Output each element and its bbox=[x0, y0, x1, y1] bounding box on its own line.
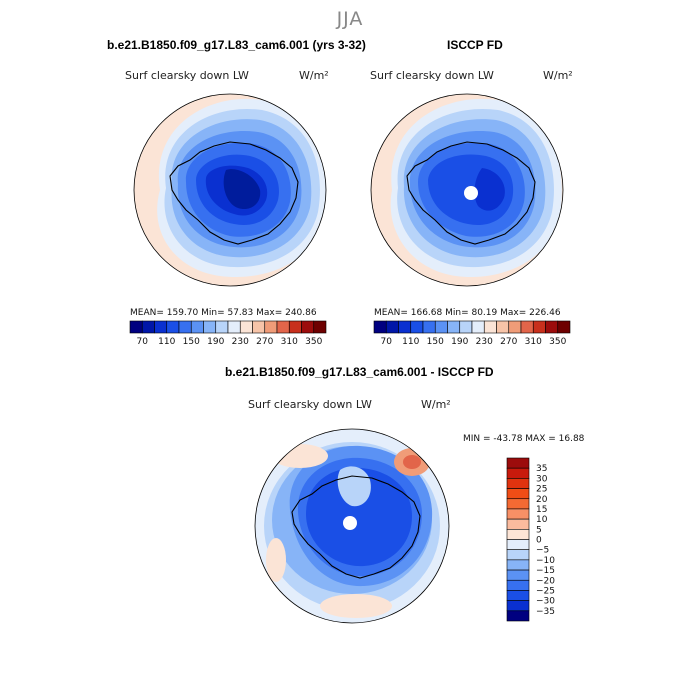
panel3-warm-anomaly-core bbox=[403, 455, 421, 469]
panel2-title: ISCCP FD bbox=[447, 38, 503, 52]
panel3-colorbar-tick-label: 10 bbox=[536, 515, 548, 525]
panel3-title: b.e21.B1850.f09_g17.L83_cam6.001 - ISCCP… bbox=[225, 365, 494, 379]
panel3-stats: MIN = -43.78 MAX = 16.88 bbox=[463, 434, 585, 444]
panel1-map-border bbox=[133, 93, 327, 287]
panel3-colorbar-swatch bbox=[506, 498, 530, 510]
panel3-colorbar-swatch bbox=[506, 600, 530, 612]
panel2-band-7 bbox=[474, 168, 505, 211]
panel2-colorbar-tick-label: 190 bbox=[451, 337, 468, 347]
panel3-colorbar-swatch bbox=[506, 549, 530, 561]
panel2-polar-hole bbox=[464, 186, 478, 200]
panel3-warm-anomaly-s bbox=[320, 594, 392, 618]
panel3-colorbar-swatch bbox=[506, 508, 530, 520]
panel3-colorbar-tick-label: 0 bbox=[536, 536, 542, 546]
panel1-colorbar-tick-label: 350 bbox=[305, 337, 322, 347]
panel3-colorbar-swatch bbox=[506, 579, 530, 591]
panel1-antarctica-coastline bbox=[169, 141, 299, 245]
panel3-colorbar-swatch bbox=[506, 539, 530, 550]
panel3-colorbar-tick-label: −35 bbox=[536, 607, 555, 617]
panel2-colorbar-tick-label: 270 bbox=[500, 337, 517, 347]
panel1-colorbar-tick-label: 150 bbox=[183, 337, 200, 347]
panel3-colorbar-tick-label: −25 bbox=[536, 586, 555, 596]
panel3-colorbar-swatch bbox=[506, 478, 530, 489]
panel1-units-label: W/m² bbox=[299, 69, 329, 82]
panel3-light-streak bbox=[337, 466, 371, 507]
panel3-colorbar-tick-label: −20 bbox=[536, 576, 555, 586]
panel1-colorbar-tick-label: 190 bbox=[207, 337, 224, 347]
panel3-colorbar-swatch bbox=[506, 518, 530, 530]
panel3-colorbar-swatch bbox=[506, 590, 530, 601]
panel3-colorbar-tick-label: 15 bbox=[536, 505, 547, 515]
panel2-units-label: W/m² bbox=[543, 69, 573, 82]
panel3-band-5 bbox=[306, 467, 412, 567]
panel3-colorbar-swatch bbox=[506, 569, 530, 581]
panel3-colorbar-tick-label: −30 bbox=[536, 597, 555, 607]
panel3-units-label: W/m² bbox=[421, 398, 451, 411]
panel3-colorbar-tick-label: 5 bbox=[536, 525, 542, 535]
panel2-map-border bbox=[370, 93, 564, 287]
panel1-colorbar-tick-label: 110 bbox=[158, 337, 175, 347]
panel3-colorbar-swatch bbox=[506, 457, 530, 469]
panel1-colorbar-swatch bbox=[313, 320, 327, 334]
panel2-colorbar-tick-label: 110 bbox=[402, 337, 419, 347]
panel2-variable-label: Surf clearsky down LW bbox=[370, 69, 494, 82]
panel3-colorbar-tick-label: −15 bbox=[536, 566, 555, 576]
panel3-warm-anomaly-w bbox=[266, 538, 286, 582]
panel2-colorbar-tick-label: 230 bbox=[476, 337, 493, 347]
panel3-colorbar-tick-label: 25 bbox=[536, 485, 547, 495]
panel2-stats: MEAN= 166.68 Min= 80.19 Max= 226.46 bbox=[374, 308, 561, 318]
season-title: JJA bbox=[336, 8, 364, 30]
panel2-colorbar-swatch bbox=[557, 320, 571, 334]
panel1-colorbar-tick-label: 270 bbox=[256, 337, 273, 347]
panel3-colorbar-tick-label: 35 bbox=[536, 464, 547, 474]
panel2-colorbar-tick-label: 310 bbox=[525, 337, 542, 347]
panel1-band-8 bbox=[223, 169, 261, 210]
panel3-variable-label: Surf clearsky down LW bbox=[248, 398, 372, 411]
panel1-stats: MEAN= 159.70 Min= 57.83 Max= 240.86 bbox=[130, 308, 317, 318]
panel1-title: b.e21.B1850.f09_g17.L83_cam6.001 (yrs 3-… bbox=[107, 38, 366, 52]
panel1-colorbar-tick-label: 70 bbox=[137, 337, 149, 347]
panel3-polar-hole bbox=[343, 516, 357, 530]
panel3-antarctica-coastline bbox=[291, 475, 421, 579]
panel3-colorbar-swatch bbox=[506, 467, 530, 479]
panel3-colorbar-swatch bbox=[506, 610, 530, 622]
panel1-variable-label: Surf clearsky down LW bbox=[125, 69, 249, 82]
panel3-colorbar-tick-label: −10 bbox=[536, 556, 555, 566]
panel1-colorbar-tick-label: 310 bbox=[281, 337, 298, 347]
panel2-colorbar-tick-label: 150 bbox=[427, 337, 444, 347]
panel3-colorbar-tick-label: 20 bbox=[536, 495, 548, 505]
panel2-colorbar-tick-label: 70 bbox=[381, 337, 393, 347]
panel2-antarctica-coastline bbox=[406, 141, 536, 245]
panel3-colorbar-tick-label: −5 bbox=[536, 546, 549, 556]
panel3-colorbar-swatch bbox=[506, 529, 530, 540]
panel3-colorbar-swatch bbox=[506, 559, 530, 571]
panel3-colorbar-tick-label: 30 bbox=[536, 474, 548, 484]
panel3-colorbar-swatch bbox=[506, 488, 530, 500]
panel3-map-border bbox=[254, 428, 450, 624]
panel2-colorbar-tick-label: 350 bbox=[549, 337, 566, 347]
panel1-colorbar-tick-label: 230 bbox=[232, 337, 249, 347]
